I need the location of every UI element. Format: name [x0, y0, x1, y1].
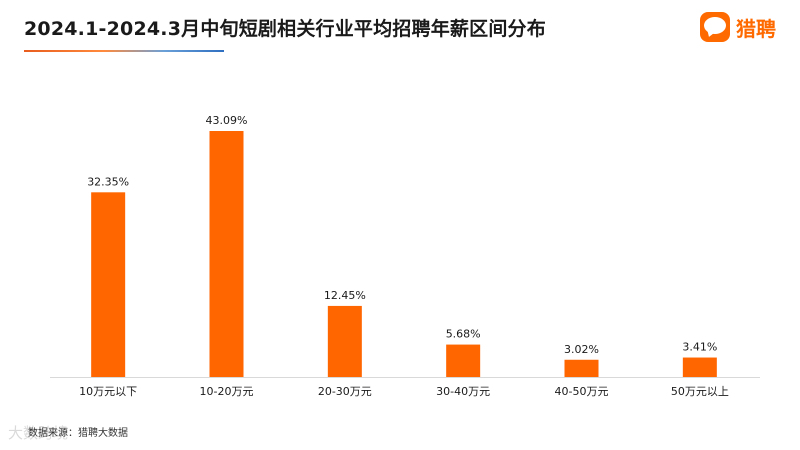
- x-tick-label-1: 10-20万元: [200, 385, 254, 398]
- data-label-4: 3.02%: [564, 343, 599, 356]
- x-tick-label-2: 20-30万元: [318, 385, 372, 398]
- data-label-5: 3.41%: [682, 341, 717, 354]
- liepin-logo: 猎聘: [700, 12, 776, 42]
- liepin-logo-icon: [700, 12, 730, 42]
- bar-2: [327, 305, 362, 377]
- bar-1: [209, 131, 244, 377]
- x-tick-label-5: 50万元以上: [671, 385, 729, 398]
- chart-title: 2024.1-2024.3月中旬短剧相关行业平均招聘年薪区间分布: [24, 18, 546, 40]
- bar-4: [564, 359, 599, 377]
- data-label-3: 5.68%: [446, 328, 481, 341]
- logo-text: 猎聘: [736, 16, 776, 41]
- data-label-0: 32.35%: [87, 175, 129, 188]
- bar-0: [91, 192, 126, 377]
- data-label-1: 43.09%: [206, 114, 248, 127]
- x-tick-label-4: 40-50万元: [555, 385, 609, 398]
- bar-5: [682, 357, 717, 377]
- data-source-note: 数据来源：猎聘大数据: [28, 428, 128, 439]
- title-underline: [24, 50, 224, 52]
- data-label-2: 12.45%: [324, 289, 366, 302]
- x-tick-label-0: 10万元以下: [79, 385, 137, 398]
- x-tick-label-3: 30-40万元: [436, 385, 490, 398]
- bar-3: [446, 344, 481, 377]
